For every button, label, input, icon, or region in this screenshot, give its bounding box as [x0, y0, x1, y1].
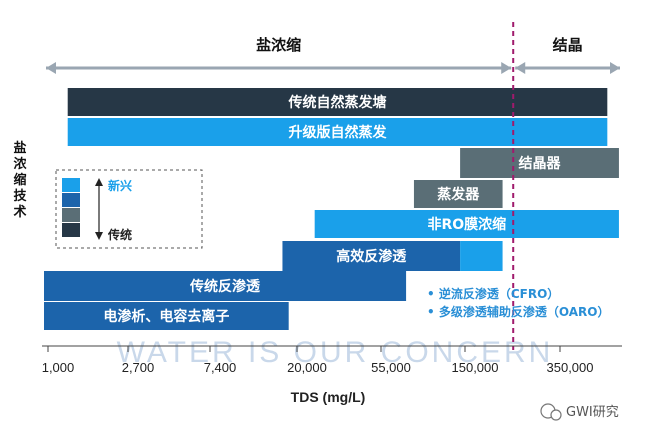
legend-arrow-down: [95, 232, 103, 240]
zone-arrow-head-right: [610, 62, 620, 74]
watermark: WATER IS OUR CONCERN: [117, 336, 554, 369]
zones: 盐浓缩 结晶: [46, 36, 620, 74]
annotation-oaro: • 多级渗透辅助反渗透（OARO）: [427, 304, 609, 319]
legend-swatch: [62, 178, 80, 192]
x-axis-title: TDS (mg/L): [291, 389, 366, 405]
technology-bar: [314, 210, 619, 238]
technology-bar-label: 结晶器: [519, 155, 562, 172]
zone-label: 结晶: [553, 36, 583, 54]
legend-swatch: [62, 223, 80, 237]
legend-box: [55, 169, 203, 249]
technology-bar-label: 高效反渗透: [336, 248, 407, 265]
brand-text: GWI研究: [566, 405, 619, 420]
zone-arrow-head-left: [46, 62, 56, 74]
zone-arrow-head-left: [515, 62, 526, 74]
technology-bar-label: 传统自然蒸发塘: [288, 94, 387, 111]
legend-arrow-up: [95, 178, 103, 186]
y-axis-title-char: 盐: [13, 140, 26, 156]
legend-swatch: [62, 193, 80, 207]
legend-top-label: 新兴: [108, 178, 132, 193]
wechat-icon-bubble: [550, 409, 562, 421]
legend-bottom-label: 传统: [107, 227, 132, 242]
y-axis-title-char: 缩: [13, 172, 26, 188]
technology-bar: [413, 180, 503, 208]
x-tick-label: 1,000: [42, 360, 75, 375]
y-axis-title-char: 浓: [13, 156, 27, 172]
technology-bar: [44, 271, 407, 301]
technology-bar-label: 传统反渗透: [189, 278, 261, 295]
x-tick-label: 150,000: [452, 360, 499, 375]
technology-bar: [282, 241, 461, 271]
annotation-cfro: • 逆流反渗透（CFRO）: [427, 286, 559, 301]
watermark-text: WATER IS OUR CONCERN: [117, 336, 554, 369]
technology-bar: [67, 88, 608, 116]
x-tick-label: 20,000: [287, 360, 327, 375]
y-axis-title-char: 术: [12, 204, 26, 220]
zone-arrow-head-right: [501, 62, 512, 74]
x-tick-label: 55,000: [371, 360, 411, 375]
x-tick-label: 2,700: [122, 360, 155, 375]
x-tick-label: 7,400: [204, 360, 237, 375]
technology-bar-label: 蒸发器: [437, 186, 480, 203]
bars: 传统自然蒸发塘升级版自然蒸发结晶器蒸发器非RO膜浓缩高效反渗透传统反渗透电渗析、…: [44, 88, 619, 330]
legend-swatch: [62, 208, 80, 222]
annotations: • 逆流反渗透（CFRO） • 多级渗透辅助反渗透（OARO）: [427, 286, 609, 319]
technology-bar: [460, 241, 503, 271]
technology-bar: [460, 148, 619, 178]
y-axis-title-char: 技: [13, 188, 27, 204]
technology-bar: [44, 302, 289, 330]
technology-bar-label: 非RO膜浓缩: [427, 216, 506, 233]
technology-bar-label: 电渗析、电容去离子: [103, 308, 229, 325]
zone-label: 盐浓缩: [256, 36, 301, 54]
x-ticks: 1,000 2,700 7,400 20,000 55,000 150,000 350,00…: [42, 346, 594, 375]
legend: 新兴 传统: [55, 169, 203, 249]
technology-bar: [67, 118, 608, 146]
brand: GWI研究: [540, 403, 619, 421]
y-axis-title: 盐浓缩技术: [12, 140, 27, 220]
x-tick-label: 350,000: [547, 360, 594, 375]
technology-bar-label: 升级版自然蒸发: [289, 124, 388, 141]
